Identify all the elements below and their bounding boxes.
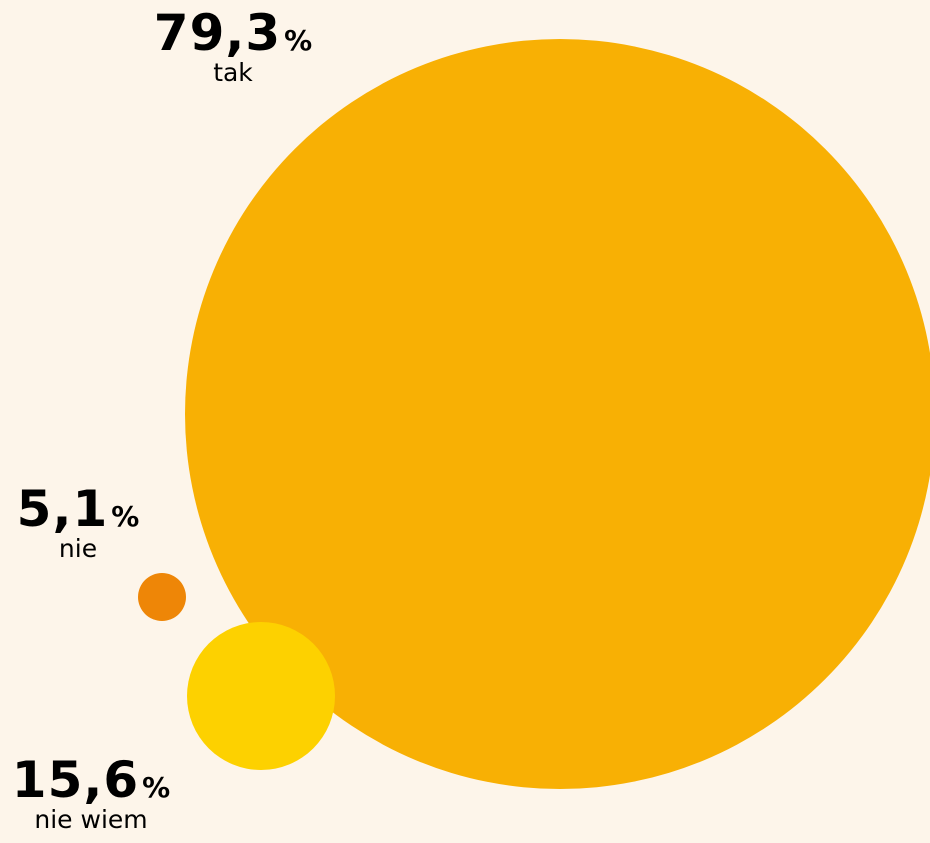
bubble-nie-wiem: [187, 622, 335, 770]
bubble-tak: [185, 39, 930, 789]
label-nie: 5,1% nie: [8, 484, 148, 561]
bubble-nie: [138, 573, 186, 621]
percent-sign: %: [142, 771, 171, 804]
label-tak: 79,3% tak: [148, 8, 318, 85]
label-nie-wiem: 15,6% nie wiem: [6, 755, 176, 832]
category-nie-wiem: nie wiem: [34, 805, 148, 834]
value-nie: 5,1: [16, 480, 109, 538]
percent-sign: %: [284, 24, 313, 57]
category-tak: tak: [213, 58, 253, 87]
percent-sign: %: [111, 500, 140, 533]
value-tak: 79,3: [153, 4, 282, 62]
category-nie: nie: [58, 534, 98, 563]
value-nie-wiem: 15,6: [11, 751, 140, 809]
